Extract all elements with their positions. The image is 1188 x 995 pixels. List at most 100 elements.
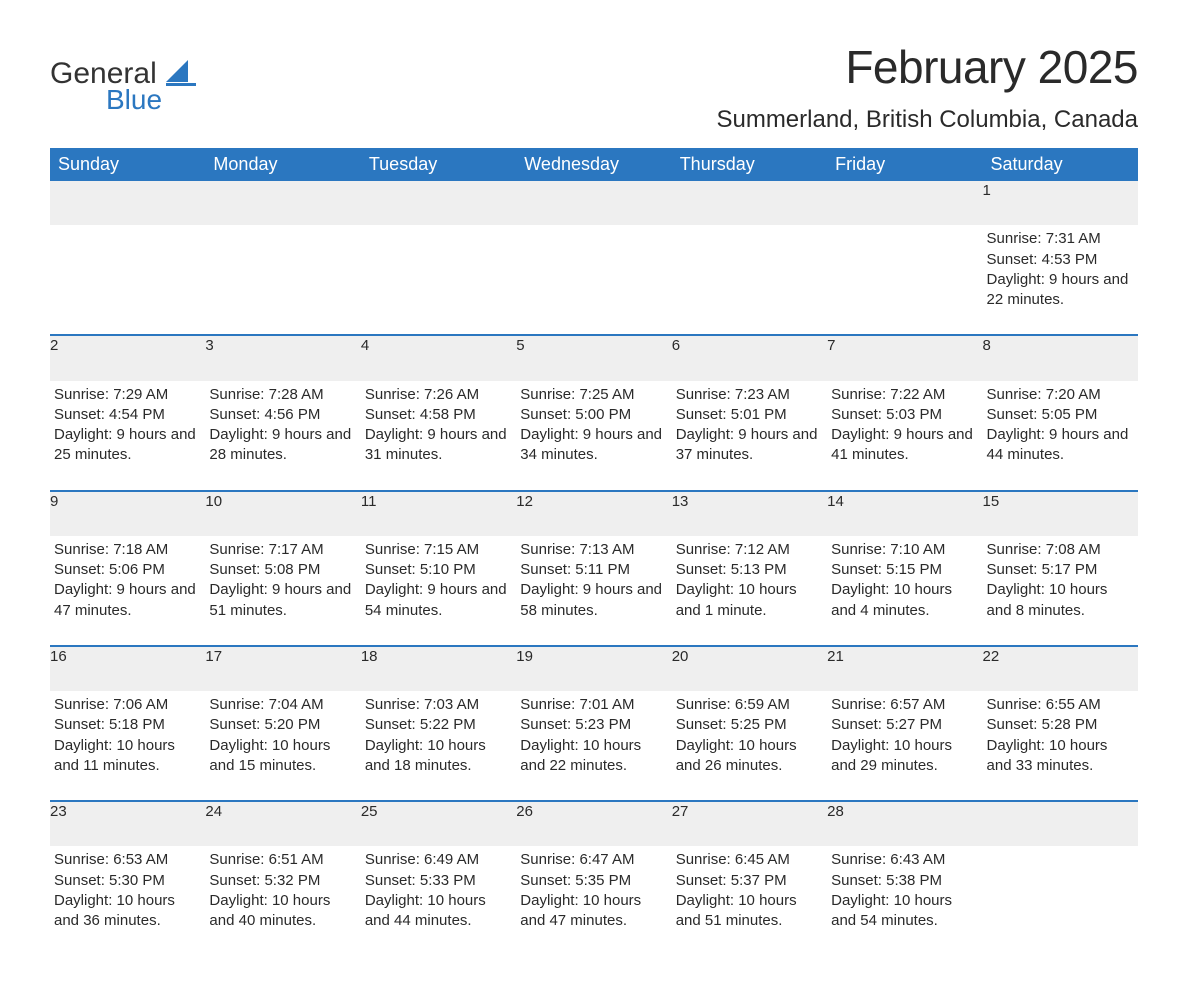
daylight-line: Daylight: 9 hours and 47 minutes. — [54, 580, 197, 621]
day-details-cell — [672, 225, 827, 335]
daylight-line: Daylight: 10 hours and 36 minutes. — [54, 891, 197, 932]
daylight-line: Daylight: 10 hours and 26 minutes. — [676, 736, 819, 777]
sunrise-line: Sunrise: 6:47 AM — [520, 850, 663, 870]
day-details-cell: Sunrise: 6:43 AMSunset: 5:38 PMDaylight:… — [827, 846, 982, 955]
sunrise-line: Sunrise: 7:10 AM — [831, 540, 974, 560]
sunset-line: Sunset: 5:38 PM — [831, 871, 974, 891]
sunrise-line: Sunrise: 7:26 AM — [365, 385, 508, 405]
day-details-cell: Sunrise: 7:25 AMSunset: 5:00 PMDaylight:… — [516, 381, 671, 491]
sunset-line: Sunset: 5:11 PM — [520, 560, 663, 580]
day-number-cell: 9 — [50, 491, 205, 536]
day-number-cell — [827, 181, 982, 225]
sunrise-line: Sunrise: 7:28 AM — [209, 385, 352, 405]
sunset-line: Sunset: 5:00 PM — [520, 405, 663, 425]
daylight-line: Daylight: 10 hours and 15 minutes. — [209, 736, 352, 777]
sunrise-line: Sunrise: 6:53 AM — [54, 850, 197, 870]
calendar-table: Sunday Monday Tuesday Wednesday Thursday… — [50, 148, 1138, 955]
sunrise-line: Sunrise: 6:49 AM — [365, 850, 508, 870]
daylight-line: Daylight: 10 hours and 18 minutes. — [365, 736, 508, 777]
day-header: Saturday — [983, 148, 1138, 181]
sunrise-line: Sunrise: 7:29 AM — [54, 385, 197, 405]
day-number-cell: 16 — [50, 646, 205, 691]
sunset-line: Sunset: 5:32 PM — [209, 871, 352, 891]
sunrise-line: Sunrise: 7:06 AM — [54, 695, 197, 715]
sunset-line: Sunset: 5:06 PM — [54, 560, 197, 580]
daylight-line: Daylight: 9 hours and 51 minutes. — [209, 580, 352, 621]
day-number-cell — [516, 181, 671, 225]
sunrise-line: Sunrise: 6:43 AM — [831, 850, 974, 870]
sunset-line: Sunset: 5:03 PM — [831, 405, 974, 425]
sunset-line: Sunset: 5:05 PM — [987, 405, 1130, 425]
day-details-cell: Sunrise: 6:47 AMSunset: 5:35 PMDaylight:… — [516, 846, 671, 955]
sunset-line: Sunset: 4:53 PM — [987, 250, 1130, 270]
daylight-line: Daylight: 10 hours and 54 minutes. — [831, 891, 974, 932]
day-details-cell: Sunrise: 7:13 AMSunset: 5:11 PMDaylight:… — [516, 536, 671, 646]
day-number-cell: 10 — [205, 491, 360, 536]
day-details-cell — [516, 225, 671, 335]
day-number-cell: 23 — [50, 801, 205, 846]
sunset-line: Sunset: 5:30 PM — [54, 871, 197, 891]
sunset-line: Sunset: 4:56 PM — [209, 405, 352, 425]
day-details-cell: Sunrise: 6:59 AMSunset: 5:25 PMDaylight:… — [672, 691, 827, 801]
day-details-cell: Sunrise: 6:57 AMSunset: 5:27 PMDaylight:… — [827, 691, 982, 801]
day-details-cell: Sunrise: 6:53 AMSunset: 5:30 PMDaylight:… — [50, 846, 205, 955]
sunrise-line: Sunrise: 7:12 AM — [676, 540, 819, 560]
day-details-cell: Sunrise: 7:06 AMSunset: 5:18 PMDaylight:… — [50, 691, 205, 801]
sunrise-line: Sunrise: 6:55 AM — [987, 695, 1130, 715]
day-details-cell: Sunrise: 6:55 AMSunset: 5:28 PMDaylight:… — [983, 691, 1138, 801]
day-details-cell: Sunrise: 6:45 AMSunset: 5:37 PMDaylight:… — [672, 846, 827, 955]
day-header: Wednesday — [516, 148, 671, 181]
sunset-line: Sunset: 5:35 PM — [520, 871, 663, 891]
sunset-line: Sunset: 5:17 PM — [987, 560, 1130, 580]
day-details-cell: Sunrise: 7:26 AMSunset: 4:58 PMDaylight:… — [361, 381, 516, 491]
sunset-line: Sunset: 5:01 PM — [676, 405, 819, 425]
daylight-line: Daylight: 9 hours and 58 minutes. — [520, 580, 663, 621]
day-header: Tuesday — [361, 148, 516, 181]
daylight-line: Daylight: 9 hours and 37 minutes. — [676, 425, 819, 466]
day-number-cell: 21 — [827, 646, 982, 691]
day-details-cell: Sunrise: 7:20 AMSunset: 5:05 PMDaylight:… — [983, 381, 1138, 491]
day-number-cell: 6 — [672, 335, 827, 380]
day-number-cell: 1 — [983, 181, 1138, 225]
sunrise-line: Sunrise: 7:15 AM — [365, 540, 508, 560]
day-header: Friday — [827, 148, 982, 181]
day-details-cell: Sunrise: 7:08 AMSunset: 5:17 PMDaylight:… — [983, 536, 1138, 646]
sunrise-line: Sunrise: 6:45 AM — [676, 850, 819, 870]
day-number-cell — [50, 181, 205, 225]
sunrise-line: Sunrise: 7:20 AM — [987, 385, 1130, 405]
day-details-cell: Sunrise: 6:49 AMSunset: 5:33 PMDaylight:… — [361, 846, 516, 955]
sunset-line: Sunset: 5:37 PM — [676, 871, 819, 891]
day-details-cell: Sunrise: 7:29 AMSunset: 4:54 PMDaylight:… — [50, 381, 205, 491]
daylight-line: Daylight: 10 hours and 22 minutes. — [520, 736, 663, 777]
sunset-line: Sunset: 5:23 PM — [520, 715, 663, 735]
day-number-cell: 22 — [983, 646, 1138, 691]
daylight-line: Daylight: 10 hours and 33 minutes. — [987, 736, 1130, 777]
title-block: February 2025 Summerland, British Columb… — [716, 40, 1138, 142]
day-number-cell: 14 — [827, 491, 982, 536]
daylight-line: Daylight: 10 hours and 1 minute. — [676, 580, 819, 621]
sunset-line: Sunset: 5:18 PM — [54, 715, 197, 735]
day-number-cell: 25 — [361, 801, 516, 846]
sunset-line: Sunset: 5:10 PM — [365, 560, 508, 580]
day-details-cell — [50, 225, 205, 335]
logo-text: General Blue — [50, 60, 162, 112]
day-number-cell — [983, 801, 1138, 846]
daylight-line: Daylight: 10 hours and 40 minutes. — [209, 891, 352, 932]
sunset-line: Sunset: 5:25 PM — [676, 715, 819, 735]
daylight-line: Daylight: 10 hours and 8 minutes. — [987, 580, 1130, 621]
day-header-row: Sunday Monday Tuesday Wednesday Thursday… — [50, 148, 1138, 181]
location: Summerland, British Columbia, Canada — [716, 106, 1138, 134]
day-number-cell: 15 — [983, 491, 1138, 536]
day-number-cell: 28 — [827, 801, 982, 846]
logo-sail-icon — [166, 60, 200, 86]
sunrise-line: Sunrise: 7:22 AM — [831, 385, 974, 405]
daylight-line: Daylight: 9 hours and 22 minutes. — [987, 270, 1130, 311]
day-details-cell: Sunrise: 7:15 AMSunset: 5:10 PMDaylight:… — [361, 536, 516, 646]
day-details-cell — [361, 225, 516, 335]
day-details-cell: Sunrise: 7:17 AMSunset: 5:08 PMDaylight:… — [205, 536, 360, 646]
day-number-cell: 8 — [983, 335, 1138, 380]
day-details-cell: Sunrise: 7:04 AMSunset: 5:20 PMDaylight:… — [205, 691, 360, 801]
day-number-cell: 19 — [516, 646, 671, 691]
sunrise-line: Sunrise: 7:18 AM — [54, 540, 197, 560]
sunrise-line: Sunrise: 6:57 AM — [831, 695, 974, 715]
